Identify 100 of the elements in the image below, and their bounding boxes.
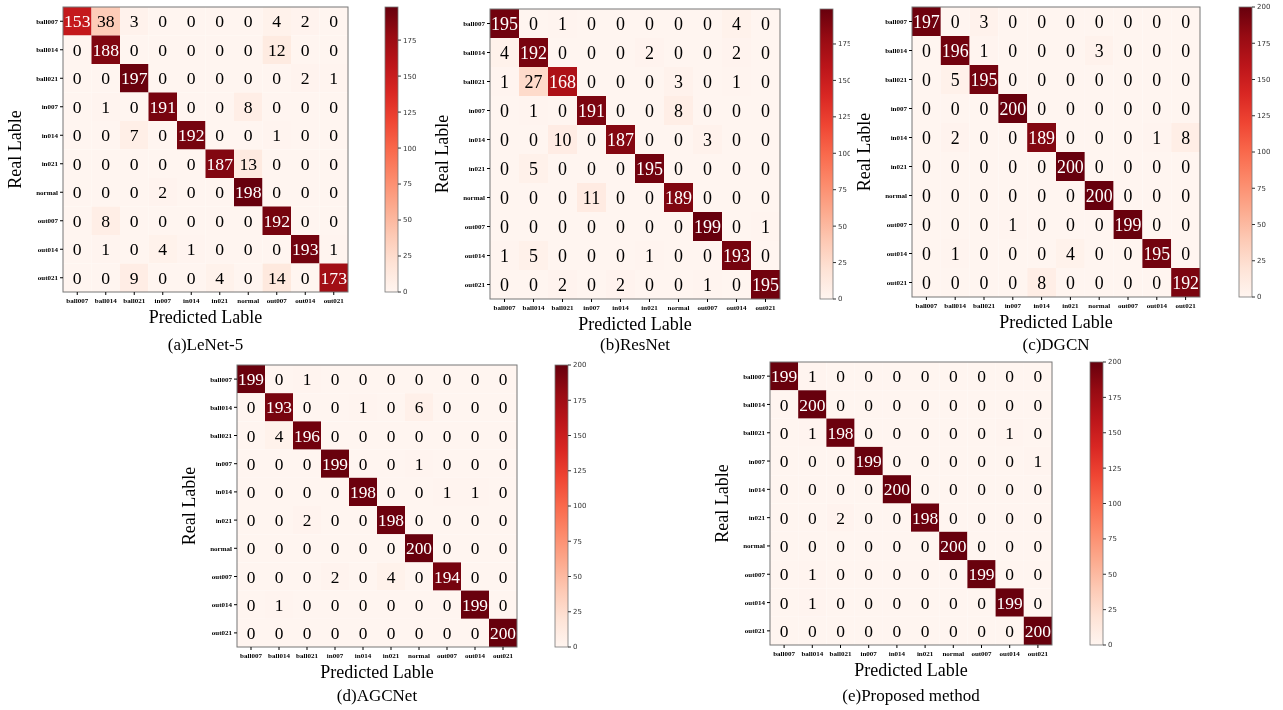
data-label: 0 bbox=[892, 507, 902, 528]
data-label: 199 bbox=[461, 595, 489, 615]
data-label: 0 bbox=[386, 426, 396, 446]
data-label: 0 bbox=[330, 511, 340, 531]
data-label: 0 bbox=[892, 564, 902, 585]
data-label: 0 bbox=[498, 482, 508, 502]
data-label: 0 bbox=[442, 398, 452, 418]
data-label: 0 bbox=[732, 216, 742, 237]
data-label: 1 bbox=[302, 370, 312, 390]
data-label: 0 bbox=[948, 451, 958, 472]
data-label: 3 bbox=[979, 11, 989, 32]
data-label: 0 bbox=[500, 216, 510, 237]
data-label: 199 bbox=[855, 451, 883, 472]
data-label: 0 bbox=[442, 511, 452, 531]
data-label: 0 bbox=[246, 511, 256, 531]
data-label: 0 bbox=[330, 539, 340, 559]
data-label: 1 bbox=[329, 68, 339, 89]
data-label: 0 bbox=[358, 567, 368, 587]
data-label: 0 bbox=[186, 153, 196, 174]
data-label: 0 bbox=[1181, 11, 1191, 32]
text: (d)AGCNet bbox=[336, 686, 418, 705]
data-label: 0 bbox=[272, 239, 282, 260]
data-label: 0 bbox=[703, 245, 713, 266]
data-label: 0 bbox=[329, 182, 339, 203]
data-label: 1 bbox=[500, 245, 509, 266]
data-label: 0 bbox=[1005, 620, 1015, 641]
data-label: 0 bbox=[1008, 185, 1018, 206]
data-label: 0 bbox=[101, 182, 111, 203]
data-label: 0 bbox=[1065, 40, 1075, 61]
data-label: 0 bbox=[1123, 127, 1133, 148]
data-label: 0 bbox=[732, 100, 742, 121]
data-label: 0 bbox=[674, 158, 684, 179]
data-label: 0 bbox=[215, 182, 225, 203]
data-label: 195 bbox=[491, 13, 518, 34]
data-label: 0 bbox=[329, 125, 339, 146]
data-label: 0 bbox=[864, 366, 874, 387]
data-label: 0 bbox=[1005, 366, 1015, 387]
data-label: 0 bbox=[1152, 69, 1162, 90]
data-label: 0 bbox=[645, 100, 655, 121]
data-label: 0 bbox=[72, 153, 82, 174]
data-label: 0 bbox=[645, 129, 655, 150]
data-label: 0 bbox=[836, 451, 846, 472]
data-label: 2 bbox=[300, 11, 310, 32]
data-label: 0 bbox=[779, 507, 789, 528]
data-label: 0 bbox=[979, 127, 989, 148]
data-label: 1 bbox=[1005, 422, 1015, 443]
data-label: 0 bbox=[186, 267, 196, 288]
data-label: 0 bbox=[779, 536, 789, 557]
data-label: 10 bbox=[553, 129, 572, 150]
data-label: 2 bbox=[302, 511, 312, 531]
data-label: 197 bbox=[913, 11, 940, 32]
data-label: 0 bbox=[500, 158, 510, 179]
data-label: 0 bbox=[358, 623, 368, 643]
data-label: 0 bbox=[1033, 507, 1043, 528]
data-label: 0 bbox=[1065, 11, 1075, 32]
data-label: 0 bbox=[1123, 11, 1133, 32]
data-label: 0 bbox=[329, 39, 339, 60]
data-label: 0 bbox=[892, 620, 902, 641]
data-label: 0 bbox=[1033, 479, 1043, 500]
data-label: 1 bbox=[272, 125, 282, 146]
data-label: 1 bbox=[358, 398, 368, 418]
data-label: 200 bbox=[489, 623, 517, 643]
data-label: 0 bbox=[186, 11, 196, 32]
data-label: 7 bbox=[129, 125, 139, 146]
y-axis-title: Real Lable bbox=[5, 110, 25, 189]
data-label: 199 bbox=[996, 592, 1024, 613]
data-label: 0 bbox=[836, 620, 846, 641]
data-label: 187 bbox=[206, 153, 234, 174]
data-label: 193 bbox=[723, 245, 750, 266]
data-label: 0 bbox=[587, 129, 597, 150]
data-label: 0 bbox=[920, 451, 930, 472]
data-label: 0 bbox=[72, 210, 82, 231]
data-label: 0 bbox=[1065, 98, 1075, 119]
data-label: 0 bbox=[1033, 366, 1043, 387]
data-label: 0 bbox=[1008, 69, 1018, 90]
data-label: 192 bbox=[263, 210, 290, 231]
data-label: 191 bbox=[149, 96, 176, 117]
data-label: 0 bbox=[529, 129, 539, 150]
data-label: 0 bbox=[950, 156, 960, 177]
data-label: 0 bbox=[215, 68, 225, 89]
data-label: 0 bbox=[274, 511, 284, 531]
data-label: 0 bbox=[920, 394, 930, 415]
data-label: 0 bbox=[920, 366, 930, 387]
text: (c)DGCN bbox=[1022, 335, 1090, 354]
data-label: 0 bbox=[470, 398, 480, 418]
data-label: 0 bbox=[72, 182, 82, 203]
data-label: 1 bbox=[1152, 127, 1162, 148]
data-label: 0 bbox=[414, 482, 424, 502]
data-label: 0 bbox=[414, 595, 424, 615]
data-label: 0 bbox=[414, 623, 424, 643]
data-label: 0 bbox=[300, 125, 310, 146]
data-label: 173 bbox=[320, 267, 348, 288]
data-label: 0 bbox=[243, 239, 253, 260]
text: (a)LeNet-5 bbox=[167, 335, 244, 354]
data-label: 0 bbox=[1008, 272, 1018, 293]
data-label: 4 bbox=[274, 426, 284, 446]
data-label: 0 bbox=[498, 567, 508, 587]
data-label: 199 bbox=[771, 366, 798, 387]
data-label: 0 bbox=[470, 623, 480, 643]
data-label: 1 bbox=[732, 71, 741, 92]
